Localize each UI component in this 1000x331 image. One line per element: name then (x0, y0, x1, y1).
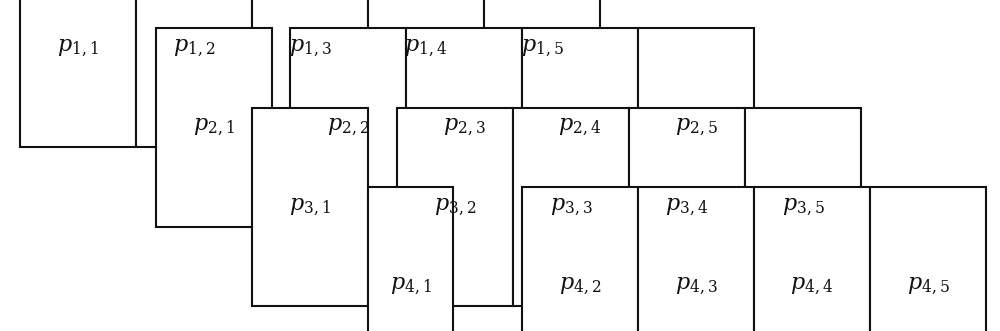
Bar (368, 0, 484, 147)
Bar (870, 187, 986, 331)
Text: $p_{1,5}$: $p_{1,5}$ (521, 37, 563, 59)
Text: $p_{4,1}$: $p_{4,1}$ (390, 275, 431, 297)
Bar (368, 187, 453, 331)
Text: $p_{2,4}$: $p_{2,4}$ (558, 117, 602, 138)
Bar (252, 108, 368, 306)
Bar (397, 108, 513, 306)
Bar (629, 108, 745, 306)
Bar (406, 28, 522, 227)
Text: $p_{2,2}$: $p_{2,2}$ (327, 117, 369, 138)
Bar (638, 187, 754, 331)
Text: $p_{4,3}$: $p_{4,3}$ (675, 275, 717, 297)
Bar (20, 0, 136, 147)
Text: $p_{4,2}$: $p_{4,2}$ (559, 275, 601, 297)
Text: $p_{3,1}$: $p_{3,1}$ (289, 196, 331, 218)
Text: $p_{1,4}$: $p_{1,4}$ (404, 37, 448, 59)
Bar (136, 0, 252, 147)
Bar (484, 0, 600, 147)
Text: $p_{3,5}$: $p_{3,5}$ (782, 196, 824, 218)
Text: $p_{3,3}$: $p_{3,3}$ (550, 196, 592, 218)
Bar (745, 108, 861, 306)
Text: $p_{4,4}$: $p_{4,4}$ (790, 275, 834, 297)
Bar (522, 187, 638, 331)
Bar (638, 28, 754, 227)
Text: $p_{3,4}$: $p_{3,4}$ (665, 196, 709, 218)
Text: $p_{3,2}$: $p_{3,2}$ (434, 196, 476, 218)
Text: $p_{1,1}$: $p_{1,1}$ (57, 37, 99, 59)
Text: $p_{2,1}$: $p_{2,1}$ (193, 117, 235, 138)
Bar (754, 187, 870, 331)
Text: $p_{1,3}$: $p_{1,3}$ (289, 37, 331, 59)
Bar (290, 28, 406, 227)
Text: $p_{2,3}$: $p_{2,3}$ (443, 117, 485, 138)
Text: $p_{2,5}$: $p_{2,5}$ (675, 117, 717, 138)
Bar (522, 28, 638, 227)
Bar (156, 28, 272, 227)
Text: $p_{4,5}$: $p_{4,5}$ (907, 275, 949, 297)
Bar (513, 108, 629, 306)
Text: $p_{1,2}$: $p_{1,2}$ (173, 37, 215, 59)
Bar (252, 0, 368, 147)
